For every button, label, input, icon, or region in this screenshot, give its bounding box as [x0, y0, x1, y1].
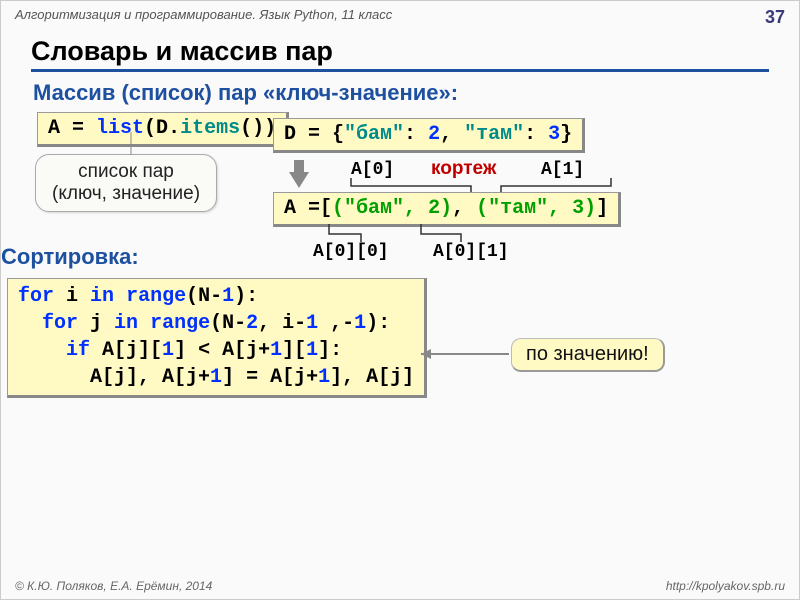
subtitle-1: Массив (список) пар «ключ-значение»: [33, 80, 767, 106]
subtitle-2: Сортировка: [1, 244, 139, 270]
code-1: A = list(D.items()) [37, 112, 289, 147]
code-2: D = {"бам": 2, "там": 3} [273, 118, 585, 153]
label-a0: A[0] [351, 160, 394, 180]
arrow-down-icon [289, 172, 309, 188]
bubble-line2: (ключ, значение) [52, 183, 200, 205]
bubble-line1: список пар [52, 161, 200, 183]
label-a01: A[0][1] [433, 242, 509, 262]
header: Алгоритмизация и программирование. Язык … [1, 1, 799, 32]
footer-left: © К.Ю. Поляков, Е.А. Ерёмин, 2014 [15, 579, 212, 593]
page-number: 37 [765, 7, 785, 28]
slide-title: Словарь и массив пар [31, 36, 769, 72]
content: Массив (список) пар «ключ-значение»: A =… [1, 80, 799, 147]
footer-right: http://kpolyakov.spb.ru [666, 579, 785, 593]
code-3: A =[("бам", 2), ("там", 3)] [273, 192, 621, 227]
callout-connector [419, 346, 519, 362]
label-a00: A[0][0] [313, 242, 389, 262]
bubble-1: список пар (ключ, значение) [35, 154, 217, 212]
callout-value: по значению! [511, 338, 665, 372]
code-4: for i in range(N-1): for j in range(N-2,… [7, 278, 427, 398]
label-kortezh: кортеж [431, 158, 496, 180]
course-title: Алгоритмизация и программирование. Язык … [15, 7, 392, 28]
footer: © К.Ю. Поляков, Е.А. Ерёмин, 2014 http:/… [15, 579, 785, 593]
label-a1: A[1] [541, 160, 584, 180]
